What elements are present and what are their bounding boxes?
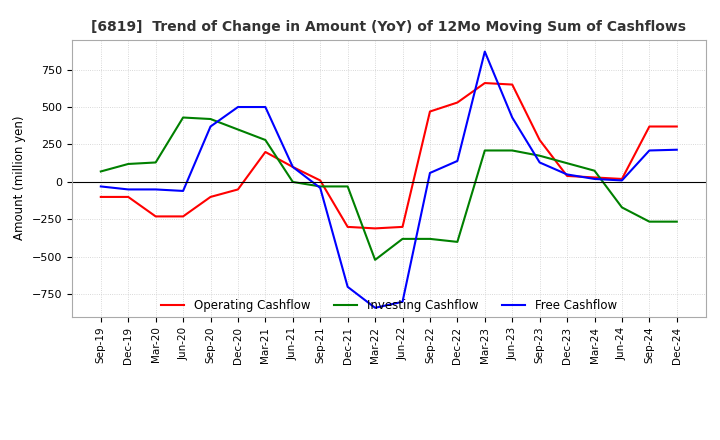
Free Cashflow	[645, 148, 654, 153]
Free Cashflow	[206, 124, 215, 129]
Investing Cashflow	[480, 148, 489, 153]
Investing Cashflow	[536, 153, 544, 158]
Free Cashflow	[508, 115, 516, 120]
Investing Cashflow	[233, 127, 242, 132]
Operating Cashflow	[289, 164, 297, 169]
Operating Cashflow	[508, 82, 516, 87]
Investing Cashflow	[96, 169, 105, 174]
Free Cashflow	[343, 284, 352, 290]
Title: [6819]  Trend of Change in Amount (YoY) of 12Mo Moving Sum of Cashflows: [6819] Trend of Change in Amount (YoY) o…	[91, 20, 686, 34]
Operating Cashflow	[672, 124, 681, 129]
Free Cashflow	[480, 49, 489, 54]
Free Cashflow	[672, 147, 681, 152]
Investing Cashflow	[206, 116, 215, 121]
Free Cashflow	[453, 158, 462, 164]
Free Cashflow	[536, 160, 544, 165]
Investing Cashflow	[426, 236, 434, 242]
Investing Cashflow	[618, 205, 626, 210]
Investing Cashflow	[124, 161, 132, 167]
Free Cashflow	[563, 172, 572, 177]
Operating Cashflow	[453, 100, 462, 105]
Operating Cashflow	[316, 178, 325, 183]
Operating Cashflow	[233, 187, 242, 192]
Investing Cashflow	[563, 161, 572, 166]
Operating Cashflow	[645, 124, 654, 129]
Free Cashflow	[151, 187, 160, 192]
Investing Cashflow	[151, 160, 160, 165]
Operating Cashflow	[480, 81, 489, 86]
Free Cashflow	[371, 305, 379, 311]
Operating Cashflow	[343, 224, 352, 230]
Operating Cashflow	[261, 149, 270, 154]
Operating Cashflow	[371, 226, 379, 231]
Operating Cashflow	[151, 214, 160, 219]
Investing Cashflow	[289, 180, 297, 185]
Free Cashflow	[96, 184, 105, 189]
Free Cashflow	[261, 104, 270, 110]
Line: Free Cashflow: Free Cashflow	[101, 51, 677, 308]
Free Cashflow	[590, 176, 599, 182]
Operating Cashflow	[124, 194, 132, 200]
Operating Cashflow	[206, 194, 215, 200]
Operating Cashflow	[618, 176, 626, 182]
Investing Cashflow	[398, 236, 407, 242]
Operating Cashflow	[590, 175, 599, 180]
Investing Cashflow	[316, 184, 325, 189]
Free Cashflow	[179, 188, 187, 194]
Free Cashflow	[398, 299, 407, 304]
Operating Cashflow	[398, 224, 407, 230]
Line: Operating Cashflow: Operating Cashflow	[101, 83, 677, 228]
Investing Cashflow	[179, 115, 187, 120]
Operating Cashflow	[179, 214, 187, 219]
Free Cashflow	[426, 170, 434, 176]
Investing Cashflow	[261, 137, 270, 143]
Investing Cashflow	[672, 219, 681, 224]
Investing Cashflow	[645, 219, 654, 224]
Investing Cashflow	[590, 168, 599, 173]
Investing Cashflow	[453, 239, 462, 245]
Operating Cashflow	[563, 173, 572, 179]
Operating Cashflow	[426, 109, 434, 114]
Free Cashflow	[233, 104, 242, 110]
Free Cashflow	[289, 164, 297, 169]
Free Cashflow	[618, 178, 626, 183]
Line: Investing Cashflow: Investing Cashflow	[101, 117, 677, 260]
Operating Cashflow	[536, 137, 544, 143]
Y-axis label: Amount (million yen): Amount (million yen)	[13, 116, 26, 240]
Investing Cashflow	[371, 257, 379, 263]
Operating Cashflow	[96, 194, 105, 200]
Investing Cashflow	[343, 184, 352, 189]
Free Cashflow	[124, 187, 132, 192]
Free Cashflow	[316, 185, 325, 191]
Investing Cashflow	[508, 148, 516, 153]
Legend: Operating Cashflow, Investing Cashflow, Free Cashflow: Operating Cashflow, Investing Cashflow, …	[156, 294, 622, 316]
